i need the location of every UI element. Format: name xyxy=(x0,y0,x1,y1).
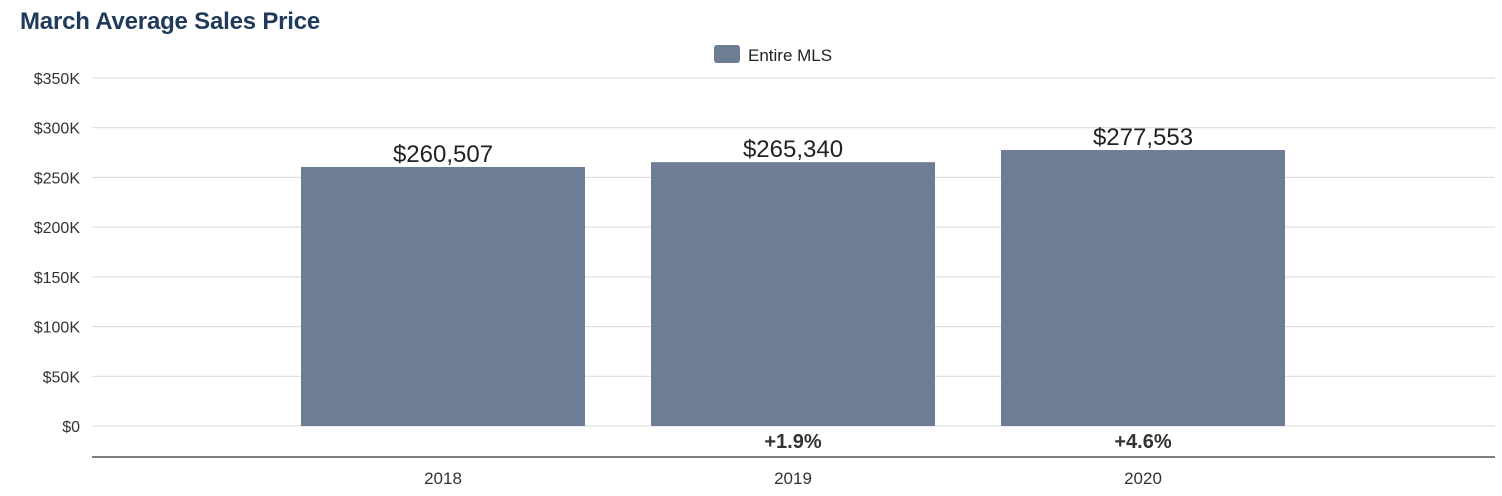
chart-title: March Average Sales Price xyxy=(20,8,321,35)
bar-2020[interactable] xyxy=(1001,150,1285,426)
change-label: +1.9% xyxy=(764,431,821,453)
y-tick-label: $100K xyxy=(34,320,81,337)
legend-swatch[interactable] xyxy=(714,45,740,63)
data-label: $260,507 xyxy=(393,141,493,168)
bar-2019[interactable] xyxy=(651,162,935,427)
y-tick-label: $200K xyxy=(34,220,81,237)
bar-2018[interactable] xyxy=(301,166,585,426)
bars xyxy=(301,150,1285,427)
legend-label[interactable]: Entire MLS xyxy=(748,46,832,65)
y-tick-label: $150K xyxy=(34,270,81,287)
y-tick-label: $250K xyxy=(34,170,81,187)
data-label: $265,340 xyxy=(743,136,843,163)
y-tick-label: $50K xyxy=(43,369,81,386)
change-label: +4.6% xyxy=(1114,431,1171,453)
change-labels: +1.9% +4.6% xyxy=(764,431,1171,453)
x-axis-labels: 2018 2019 2020 xyxy=(424,469,1162,488)
data-label: $277,553 xyxy=(1093,124,1193,151)
y-tick-label: $0 xyxy=(62,419,80,436)
x-tick-label: 2019 xyxy=(774,469,812,488)
x-tick-label: 2020 xyxy=(1124,469,1162,488)
y-axis-labels: $0 $50K $100K $150K $200K $250K $300K $350K xyxy=(34,71,81,436)
x-tick-label: 2018 xyxy=(424,469,462,488)
legend[interactable]: Entire MLS xyxy=(714,45,832,65)
y-tick-label: $350K xyxy=(34,71,81,88)
data-labels: $260,507 $265,340 $277,553 xyxy=(393,124,1193,168)
y-tick-label: $300K xyxy=(34,121,81,138)
